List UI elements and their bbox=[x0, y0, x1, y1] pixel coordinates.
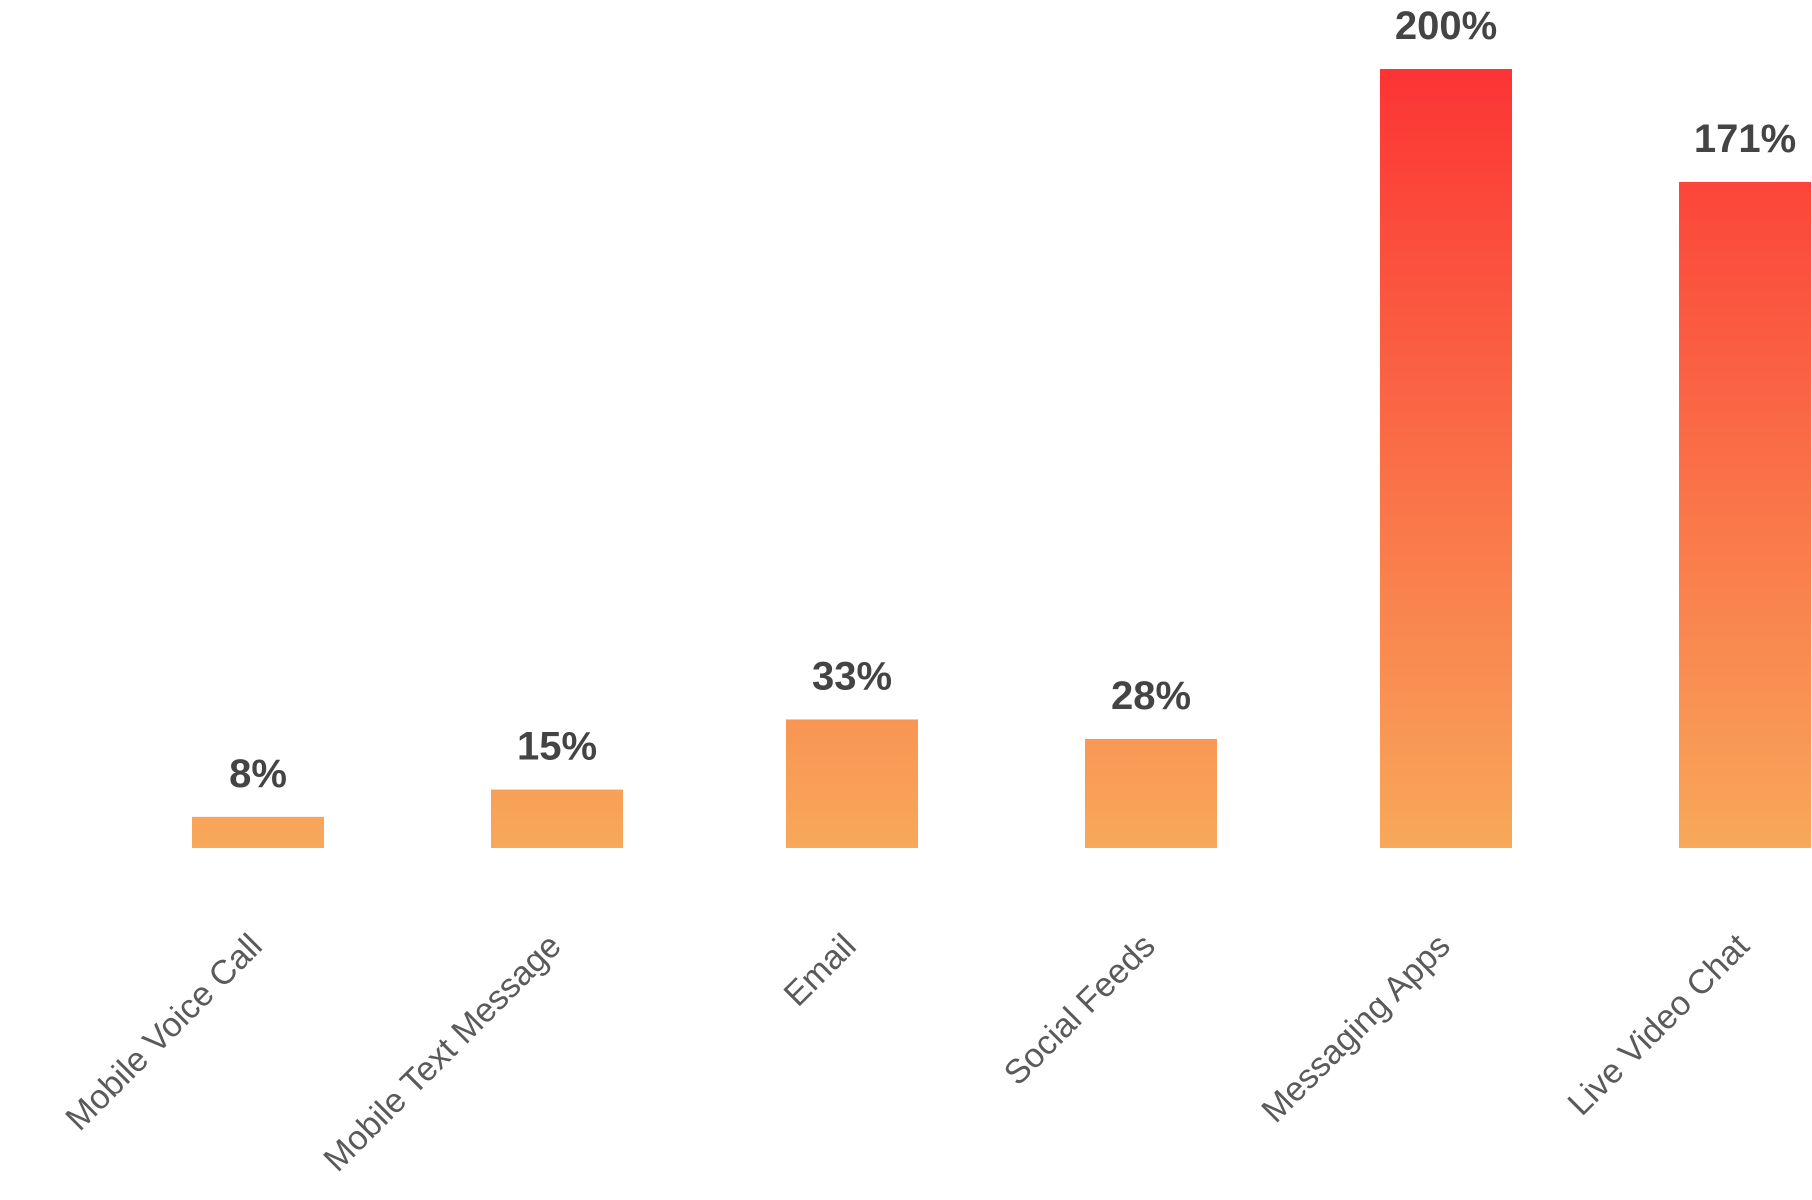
value-label: 28% bbox=[1111, 674, 1191, 718]
x-tick-label: Mobile Text Message bbox=[316, 927, 568, 1179]
bar bbox=[1085, 738, 1217, 848]
x-tick-label: Social Feeds bbox=[997, 927, 1163, 1093]
bar bbox=[192, 816, 324, 848]
value-label: 171% bbox=[1694, 117, 1796, 161]
bar bbox=[1679, 181, 1811, 848]
x-tick-label: Messaging Apps bbox=[1254, 927, 1457, 1130]
value-label: 15% bbox=[517, 725, 597, 769]
value-label: 200% bbox=[1395, 4, 1497, 48]
value-label: 8% bbox=[229, 752, 287, 796]
bar bbox=[491, 789, 623, 848]
x-tick-label: Mobile Voice Call bbox=[58, 927, 269, 1138]
x-tick-label: Email bbox=[777, 927, 864, 1014]
x-tick-label: Live Video Chat bbox=[1560, 926, 1757, 1123]
bar bbox=[786, 719, 918, 848]
value-label: 33% bbox=[812, 654, 892, 698]
bar bbox=[1380, 69, 1512, 848]
